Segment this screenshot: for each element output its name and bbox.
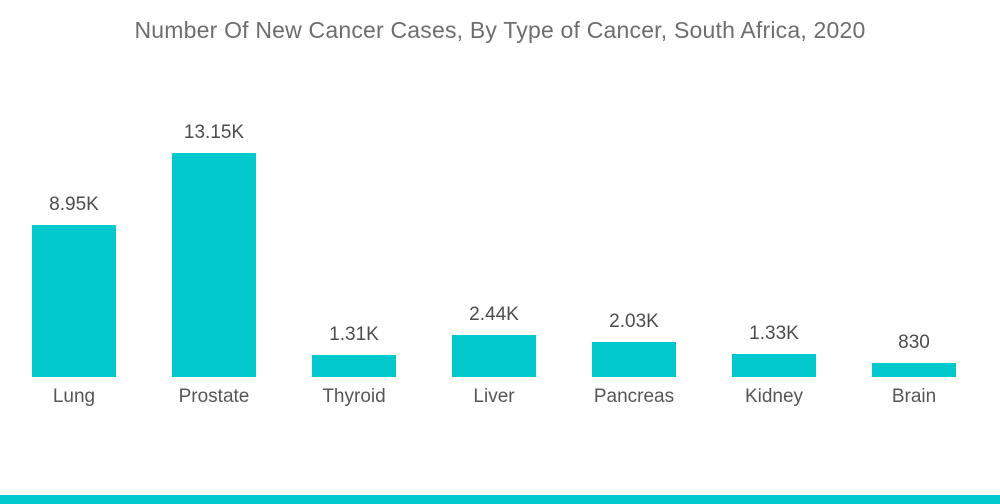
category-label: Kidney — [744, 386, 804, 407]
bar — [872, 362, 956, 377]
bar — [732, 354, 816, 377]
chart-column: 830 Brain — [844, 0, 984, 408]
bar-stack: 8.95K — [32, 0, 116, 377]
value-label: 1.31K — [329, 323, 379, 345]
chart-column: 1.33K Kidney — [704, 0, 844, 408]
category-label: Liver — [473, 386, 515, 407]
footer-accent-bar — [0, 495, 1000, 504]
bar — [452, 335, 536, 377]
chart-column: 8.95K Lung — [4, 0, 144, 408]
chart-column: 1.31K Thyroid — [284, 0, 424, 408]
value-label: 2.03K — [609, 311, 659, 333]
bar-stack: 13.15K — [172, 0, 256, 377]
value-label: 8.95K — [49, 193, 99, 215]
bar — [592, 342, 676, 377]
category-label: Lung — [52, 386, 96, 407]
bar-stack: 2.03K — [592, 0, 676, 377]
bar-chart: 8.95K Lung 13.15K Prostate 1.31K Thyroid… — [4, 0, 984, 408]
chart-column: 13.15K Prostate — [144, 0, 284, 408]
bar — [312, 354, 396, 377]
chart-column: 2.44K Liver — [424, 0, 564, 408]
value-label: 830 — [898, 331, 930, 353]
value-label: 2.44K — [469, 304, 519, 326]
value-label: 1.33K — [749, 323, 799, 345]
bar — [32, 224, 116, 377]
bar — [172, 153, 256, 377]
category-label: Thyroid — [322, 386, 386, 407]
chart-column: 2.03K Pancreas — [564, 0, 704, 408]
bar-stack: 830 — [872, 0, 956, 377]
category-label: Prostate — [178, 386, 250, 407]
bar-stack: 1.31K — [312, 0, 396, 377]
value-label: 13.15K — [183, 122, 245, 143]
bar-stack: 2.44K — [452, 0, 536, 377]
bar-stack: 1.33K — [732, 0, 816, 377]
category-label: Pancreas — [593, 386, 675, 407]
chart-title: Number Of New Cancer Cases, By Type of C… — [134, 17, 866, 43]
category-label: Brain — [891, 386, 937, 407]
